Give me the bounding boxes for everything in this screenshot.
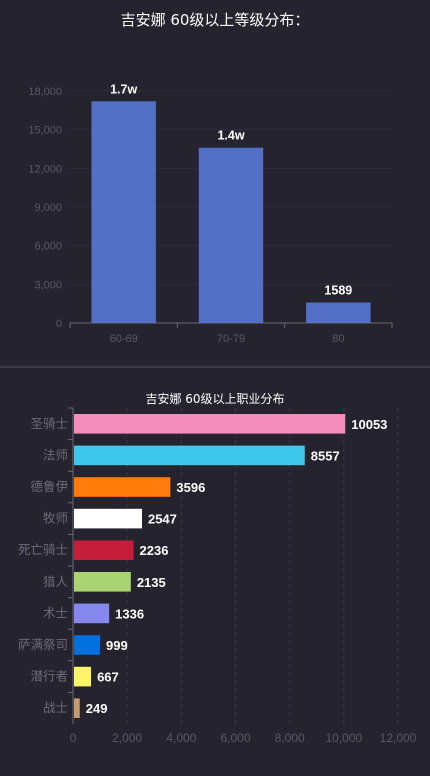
bar-data-label: 2135 (137, 575, 166, 590)
level-chart-svg: 0 3,000 6,000 9,000 12,000 15,000 18,000 1.7w 60… (28, 82, 393, 345)
x-tick-label: 8,000 (275, 731, 305, 745)
y-category-label: 德鲁伊 (30, 479, 68, 494)
x-tick-label: 12,000 (380, 731, 417, 745)
bar (74, 445, 305, 466)
bar-data-label: 667 (97, 670, 119, 685)
x-tick-label: 70-79 (217, 333, 245, 345)
bar (74, 414, 346, 434)
level-distribution-chart: 吉安娜 60级以上等级分布： 0 3,000 6,000 9,000 12,000 15,… (0, 0, 430, 366)
bar (306, 302, 371, 323)
y-category-label: 法师 (43, 447, 68, 462)
bar (74, 603, 110, 624)
y-tick-label: 15,000 (28, 125, 62, 137)
bar-data-label: 999 (106, 638, 128, 653)
x-tick-label: 10,000 (325, 731, 362, 745)
x-tick-label: 2,000 (112, 731, 142, 745)
bar (74, 572, 131, 592)
y-category-label: 术士 (43, 605, 68, 620)
bar-data-label: 1336 (115, 606, 144, 621)
y-tick-label: 9,000 (34, 202, 62, 214)
y-tick-label: 0 (56, 318, 62, 330)
class-distribution-chart: 吉安娜 60级以上职业分布 0 2,000 4,000 6,000 8,000 10,00… (0, 368, 430, 776)
y-category-label: 猎人 (43, 574, 69, 589)
bar (91, 101, 156, 323)
x-tick-label: 4,000 (166, 731, 196, 745)
x-tick-label: 80 (332, 333, 344, 345)
bar-data-label: 8557 (311, 448, 340, 463)
y-category-label: 牧师 (43, 511, 68, 526)
bar (74, 698, 80, 718)
x-tick-label: 0 (70, 731, 77, 745)
class-chart-svg: 0 2,000 4,000 6,000 8,000 10,000 12,000 10053 圣骑… (18, 407, 417, 745)
y-tick-label: 3,000 (34, 279, 62, 291)
bar-data-label: 2547 (148, 512, 177, 527)
bar-data-label: 3596 (176, 480, 205, 495)
bar (74, 477, 171, 497)
bar-data-label: 2236 (140, 543, 169, 558)
chart-divider (0, 366, 430, 368)
bar (74, 666, 92, 687)
y-tick-label: 6,000 (34, 241, 62, 253)
level-chart-title: 吉安娜 60级以上等级分布： (120, 11, 310, 29)
bar (74, 635, 101, 655)
bar-data-label: 10053 (351, 417, 387, 432)
y-category-label: 战士 (43, 700, 68, 715)
y-category-label: 死亡骑士 (18, 542, 68, 557)
bar-data-label: 1.7w (110, 82, 137, 96)
y-category-label: 萨满祭司 (18, 637, 68, 652)
y-category-label: 圣骑士 (30, 416, 68, 431)
bar-data-label: 1589 (324, 284, 352, 298)
class-chart-title: 吉安娜 60级以上职业分布 (145, 392, 285, 406)
x-tick-label: 60-69 (110, 333, 138, 345)
bar (74, 540, 134, 560)
y-tick-label: 18,000 (28, 86, 62, 98)
y-category-label: 潜行者 (30, 669, 68, 684)
bar-data-label: 1.4w (217, 129, 244, 143)
x-tick-label: 6,000 (220, 731, 250, 745)
bar (74, 508, 142, 529)
bar-data-label: 249 (86, 701, 108, 716)
bar (198, 147, 264, 323)
y-tick-label: 12,000 (28, 163, 62, 175)
